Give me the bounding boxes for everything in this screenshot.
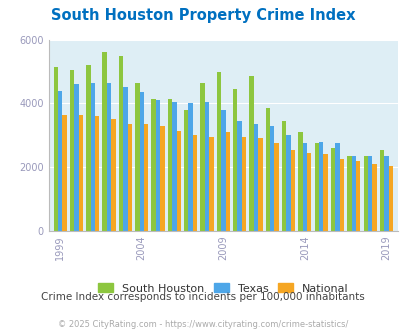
Bar [258, 139, 262, 231]
Bar [286, 135, 290, 231]
Bar [176, 130, 181, 231]
Bar [379, 150, 383, 231]
Bar [351, 156, 355, 231]
Bar [183, 110, 188, 231]
Bar [290, 150, 294, 231]
Bar [102, 52, 107, 231]
Bar [90, 83, 95, 231]
Text: Crime Index corresponds to incidents per 100,000 inhabitants: Crime Index corresponds to incidents per… [41, 292, 364, 302]
Bar [335, 143, 339, 231]
Legend: South Houston, Texas, National: South Houston, Texas, National [93, 279, 352, 298]
Bar [253, 124, 258, 231]
Bar [127, 124, 132, 231]
Bar [192, 135, 197, 231]
Bar [111, 119, 115, 231]
Bar [232, 89, 237, 231]
Bar [339, 159, 343, 231]
Bar [200, 83, 204, 231]
Bar [188, 103, 192, 231]
Bar [383, 156, 388, 231]
Bar [249, 76, 253, 231]
Bar [216, 72, 221, 231]
Bar [306, 153, 311, 231]
Bar [53, 67, 58, 231]
Bar [135, 83, 139, 231]
Bar [225, 132, 229, 231]
Bar [139, 92, 143, 231]
Bar [346, 156, 351, 231]
Bar [95, 116, 99, 231]
Bar [86, 65, 90, 231]
Bar [355, 161, 360, 231]
Bar [367, 156, 371, 231]
Bar [323, 154, 327, 231]
Bar [143, 124, 148, 231]
Bar [318, 142, 323, 231]
Bar [70, 70, 74, 231]
Bar [167, 99, 172, 231]
Bar [371, 164, 376, 231]
Bar [204, 102, 209, 231]
Bar [237, 121, 241, 231]
Bar [265, 108, 269, 231]
Bar [269, 126, 274, 231]
Bar [314, 143, 318, 231]
Bar [298, 132, 302, 231]
Bar [156, 100, 160, 231]
Bar [241, 137, 245, 231]
Bar [330, 148, 335, 231]
Bar [221, 110, 225, 231]
Text: © 2025 CityRating.com - https://www.cityrating.com/crime-statistics/: © 2025 CityRating.com - https://www.city… [58, 320, 347, 329]
Bar [58, 91, 62, 231]
Bar [362, 156, 367, 231]
Bar [209, 137, 213, 231]
Bar [151, 99, 156, 231]
Bar [107, 83, 111, 231]
Bar [79, 115, 83, 231]
Bar [388, 166, 392, 231]
Bar [160, 126, 164, 231]
Bar [123, 87, 127, 231]
Bar [172, 102, 176, 231]
Bar [274, 143, 278, 231]
Bar [74, 84, 79, 231]
Bar [302, 143, 306, 231]
Text: South Houston Property Crime Index: South Houston Property Crime Index [51, 8, 354, 23]
Bar [281, 121, 286, 231]
Bar [62, 115, 66, 231]
Bar [119, 55, 123, 231]
